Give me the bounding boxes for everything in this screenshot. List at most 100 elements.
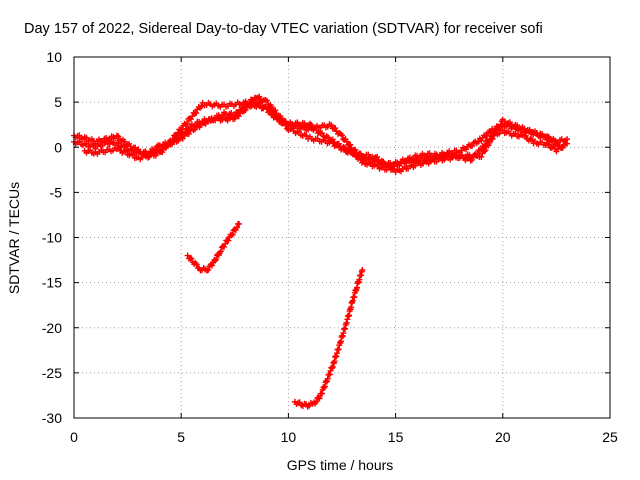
data-point bbox=[482, 147, 489, 154]
data-point bbox=[263, 97, 270, 104]
y-axis-label: SDTVAR / TECUs bbox=[6, 182, 22, 294]
series-track-e bbox=[291, 266, 366, 410]
data-point bbox=[209, 262, 216, 269]
data-point bbox=[188, 255, 195, 262]
data-point bbox=[169, 136, 176, 143]
data-point bbox=[213, 256, 220, 263]
data-point bbox=[328, 122, 335, 129]
data-point bbox=[318, 390, 325, 397]
x-tick-label: 20 bbox=[495, 429, 511, 445]
data-point bbox=[235, 113, 242, 120]
data-point bbox=[321, 383, 328, 390]
y-tick-label: -5 bbox=[50, 184, 63, 200]
y-tick-label: -10 bbox=[42, 230, 62, 246]
data-point bbox=[308, 121, 315, 128]
data-point bbox=[115, 133, 122, 140]
data-point bbox=[225, 237, 232, 244]
data-point bbox=[221, 243, 228, 250]
x-tick-label: 0 bbox=[70, 429, 78, 445]
data-point bbox=[380, 158, 387, 165]
data-point bbox=[542, 133, 549, 140]
data-point bbox=[486, 139, 493, 146]
data-point bbox=[386, 163, 393, 170]
data-point bbox=[325, 134, 332, 141]
data-point bbox=[122, 148, 129, 155]
data-point bbox=[303, 132, 310, 139]
chart-title: Day 157 of 2022, Sidereal Day-to-day VTE… bbox=[24, 21, 543, 37]
data-point bbox=[374, 153, 381, 160]
data-point bbox=[115, 140, 122, 147]
data-point bbox=[217, 248, 224, 255]
data-point bbox=[489, 136, 496, 143]
data-point bbox=[198, 103, 205, 110]
data-point bbox=[326, 371, 333, 378]
plot-frame bbox=[73, 56, 611, 419]
y-tick-label: 10 bbox=[46, 49, 62, 65]
data-point bbox=[341, 145, 348, 152]
data-point bbox=[514, 122, 521, 129]
data-point bbox=[343, 138, 350, 145]
data-point bbox=[316, 395, 323, 402]
x-tick-label: 10 bbox=[281, 429, 297, 445]
data-point bbox=[296, 128, 303, 135]
data-point bbox=[189, 113, 196, 120]
data-point bbox=[313, 398, 320, 405]
data-point bbox=[236, 220, 243, 227]
data-point bbox=[528, 136, 535, 143]
data-point bbox=[332, 125, 339, 132]
data-point bbox=[271, 110, 278, 117]
x-axis-label: GPS time / hours bbox=[287, 457, 394, 473]
data-point bbox=[492, 130, 499, 137]
y-tick-label: 0 bbox=[54, 139, 62, 155]
x-tick-label: 25 bbox=[602, 429, 618, 445]
y-tick-label: -20 bbox=[42, 320, 62, 336]
x-tick-label: 15 bbox=[388, 429, 404, 445]
data-point bbox=[276, 116, 283, 123]
data-point bbox=[242, 106, 249, 113]
data-point bbox=[359, 266, 366, 273]
data-point bbox=[159, 149, 166, 156]
data-point bbox=[222, 240, 229, 247]
data-point bbox=[163, 143, 170, 150]
y-tick-label: -30 bbox=[42, 410, 62, 426]
y-tick-label: -25 bbox=[42, 365, 62, 381]
data-point bbox=[205, 266, 212, 273]
axis-ticks: 0 5 10 15 20 25 -30 -25 -20 -15 -10 -5 0 5 10 bbox=[42, 49, 618, 445]
data-point bbox=[173, 132, 180, 139]
series-track-c bbox=[81, 98, 566, 176]
data-point bbox=[282, 122, 289, 129]
data-point bbox=[478, 153, 485, 160]
data-point bbox=[564, 140, 571, 147]
data-point bbox=[339, 132, 345, 139]
data-point bbox=[228, 232, 235, 239]
series-track-d bbox=[184, 220, 243, 274]
data-point bbox=[493, 129, 500, 136]
data-point bbox=[99, 142, 106, 149]
data-points bbox=[71, 93, 571, 410]
y-tick-label: 5 bbox=[54, 94, 62, 110]
data-point bbox=[164, 142, 171, 149]
data-point bbox=[329, 364, 336, 371]
data-point bbox=[475, 138, 482, 145]
grid-lines bbox=[74, 57, 610, 418]
data-point bbox=[328, 365, 335, 372]
data-point bbox=[319, 130, 326, 137]
data-point bbox=[559, 144, 566, 151]
data-point bbox=[497, 122, 504, 129]
data-point bbox=[481, 148, 488, 155]
data-point bbox=[184, 119, 191, 126]
data-point bbox=[233, 224, 240, 231]
data-point bbox=[121, 138, 128, 145]
data-point bbox=[193, 110, 200, 116]
data-point bbox=[178, 126, 185, 133]
data-point bbox=[193, 261, 200, 268]
data-point bbox=[186, 126, 193, 133]
data-point bbox=[324, 375, 331, 382]
data-point bbox=[533, 130, 540, 137]
data-point bbox=[268, 103, 275, 110]
data-point bbox=[469, 142, 476, 149]
data-point bbox=[229, 231, 236, 238]
x-tick-label: 5 bbox=[177, 429, 185, 445]
data-point bbox=[192, 122, 199, 129]
